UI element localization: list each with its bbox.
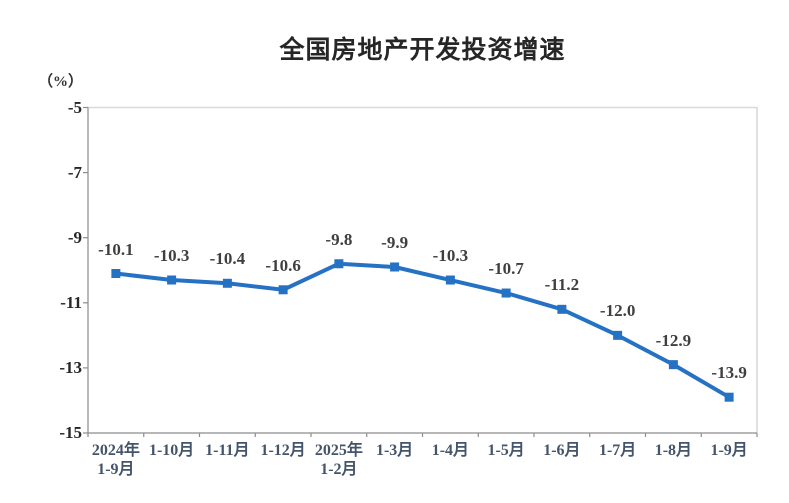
data-point-marker bbox=[222, 278, 232, 288]
data-point-marker bbox=[111, 269, 121, 279]
chart-title: 全国房地产开发投资增速 bbox=[279, 36, 566, 64]
data-point-marker bbox=[557, 304, 567, 314]
data-point-label: -12.0 bbox=[599, 301, 636, 321]
y-axis-unit-label: （%） bbox=[38, 74, 84, 90]
data-point-label: -12.9 bbox=[655, 330, 692, 350]
data-point-marker bbox=[613, 330, 623, 340]
series-line bbox=[113, 261, 732, 400]
data-point-label: -10.1 bbox=[98, 239, 134, 259]
data-point-label: -10.3 bbox=[153, 246, 190, 265]
y-tick-label: -11 bbox=[60, 292, 82, 312]
data-point-marker bbox=[334, 259, 344, 269]
data-point-label: -9.8 bbox=[325, 229, 353, 249]
data-point-marker bbox=[445, 275, 455, 285]
x-tick-label: 1-6月 bbox=[543, 442, 581, 459]
x-tick-label: 1-11月 bbox=[205, 442, 250, 459]
x-tick-label: 2025年 1-2月 bbox=[314, 442, 363, 478]
data-point-marker bbox=[724, 392, 734, 402]
axis-line bbox=[87, 107, 757, 434]
x-tick-label: 1-5月 bbox=[487, 442, 525, 459]
y-tick-label: -5 bbox=[67, 97, 82, 117]
data-point-label: -11.2 bbox=[544, 275, 580, 295]
x-tick-label: 1-10月 bbox=[148, 442, 195, 459]
data-point-label: -10.6 bbox=[265, 255, 301, 275]
y-tick-label: -9 bbox=[67, 227, 82, 247]
data-point-marker bbox=[278, 285, 288, 295]
x-tick-label: 2024年 1-9月 bbox=[91, 442, 140, 478]
data-point-marker bbox=[167, 275, 177, 285]
y-tick-label: -13 bbox=[59, 357, 82, 377]
data-point-marker bbox=[668, 360, 678, 370]
y-tick-label: -15 bbox=[59, 423, 82, 442]
x-tick-label: 1-4月 bbox=[431, 442, 470, 459]
data-point-label: -13.9 bbox=[711, 363, 747, 383]
data-point-label: -10.4 bbox=[209, 249, 246, 269]
data-point-label: -9.9 bbox=[381, 232, 409, 252]
y-tick-label: -7 bbox=[67, 162, 82, 182]
x-tick-label: 1-12月 bbox=[260, 442, 306, 459]
x-tick-label: 1-7月 bbox=[598, 442, 637, 459]
data-point-label: -10.3 bbox=[432, 246, 469, 265]
data-point-label: -10.7 bbox=[488, 259, 524, 279]
x-tick-label: 1-8月 bbox=[654, 442, 693, 459]
x-tick-label: 1-3月 bbox=[375, 442, 414, 459]
data-point-marker bbox=[501, 288, 511, 298]
data-point-marker bbox=[390, 262, 400, 272]
x-tick-label: 1-9月 bbox=[710, 442, 748, 459]
plot-border bbox=[88, 106, 758, 433]
